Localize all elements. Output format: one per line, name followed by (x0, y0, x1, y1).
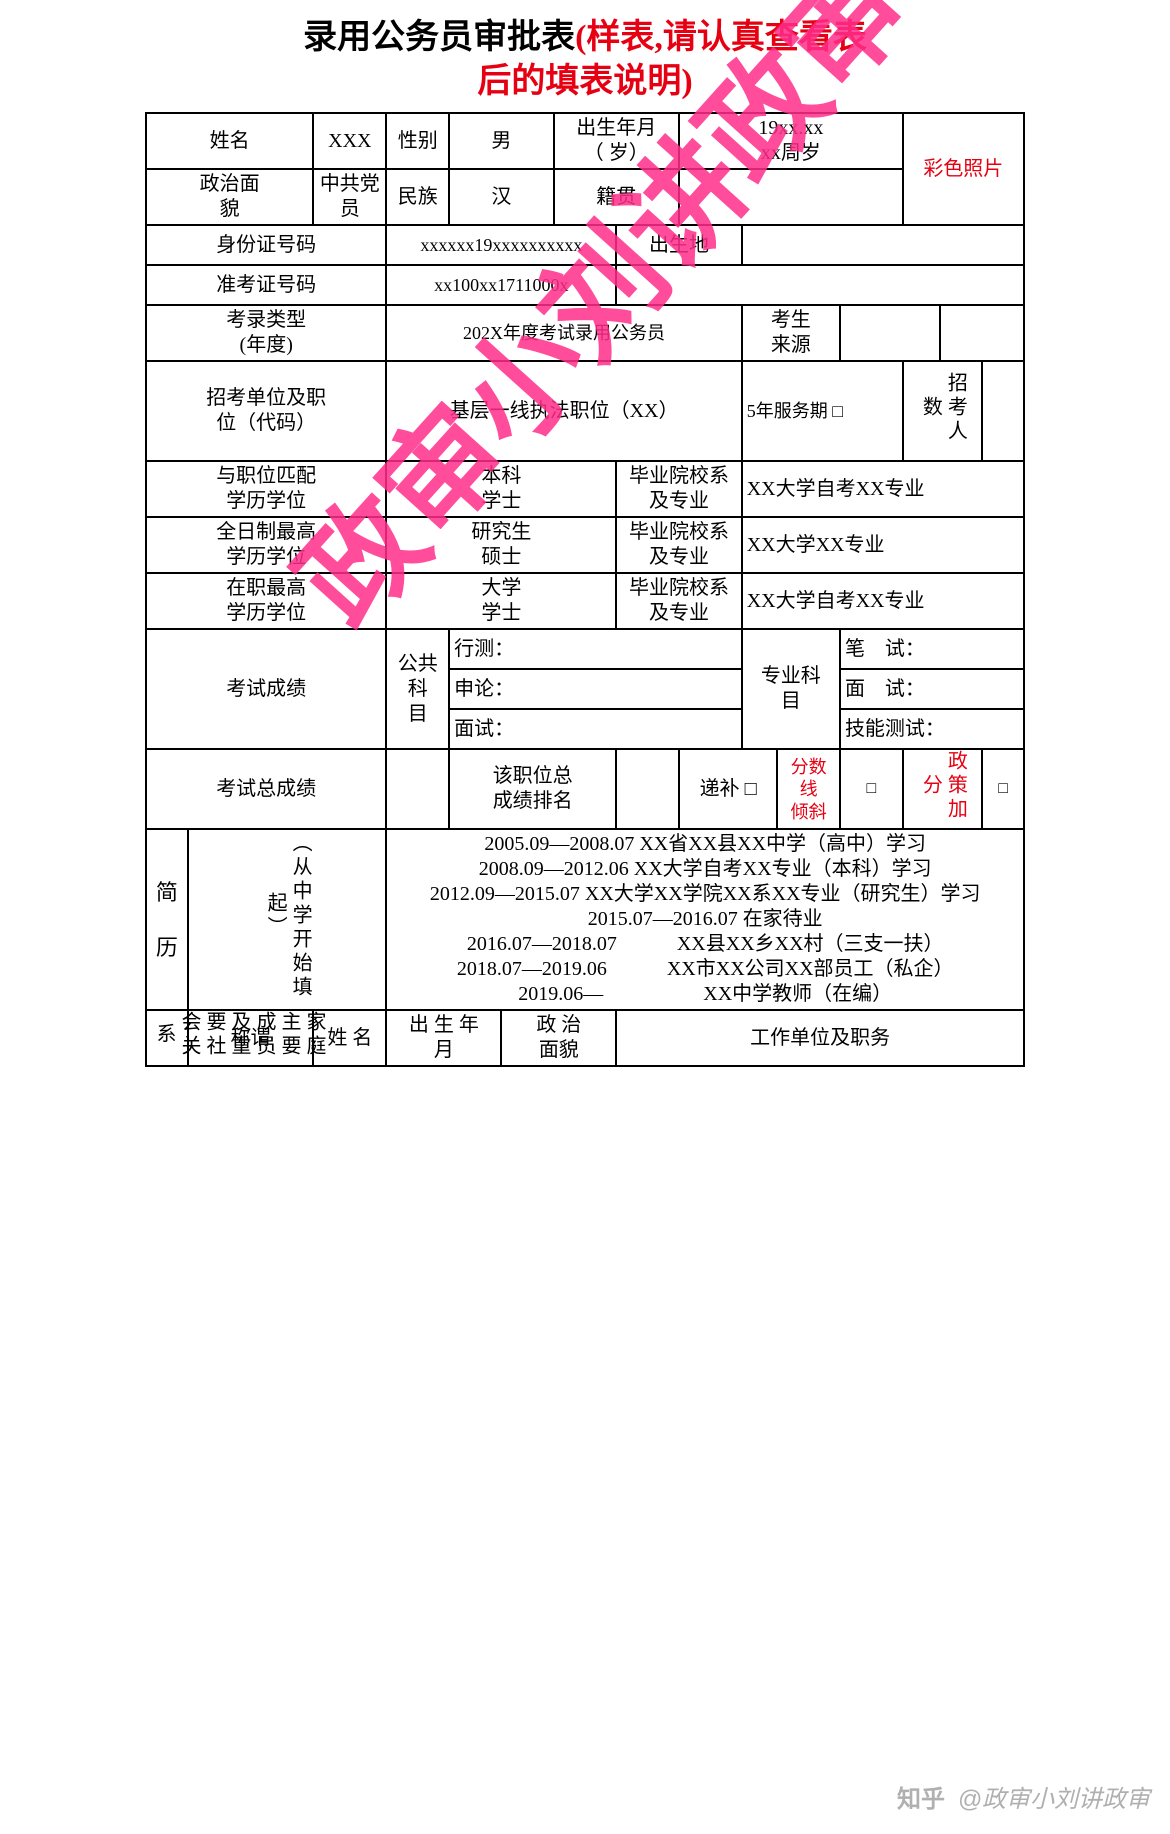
xingce-label: 行测： (449, 629, 742, 669)
native-label: 籍贯 (554, 169, 679, 225)
examtype-value: 202X年度考试录用公务员 (386, 305, 741, 361)
birthplace-label: 出生地 (616, 225, 741, 265)
rank-value (616, 749, 679, 829)
title-red-1: (样表,请认真查看表 (575, 19, 867, 56)
unit-value: 基层一线执法职位（XX） (386, 361, 741, 461)
mianshi-label: 面试： (449, 709, 742, 749)
match-edu-value: 本科 学士 (386, 461, 616, 517)
approval-form: 姓名 XXX 性别 男 出生年月 （ 岁） 19xx.xx xx周岁 彩色照片 … (145, 112, 1025, 1067)
dibu-label: 递补 □ (679, 749, 777, 829)
grad-value-1: XX大学自考XX专业 (742, 461, 1024, 517)
ft-edu-label: 全日制最高 学历学位 (146, 517, 386, 573)
written-test-label: 笔 试： (840, 629, 1024, 669)
public-subject-label: 公共科 目 (386, 629, 449, 749)
family-side-label: 家庭主要成员及重要社会关系 (146, 1010, 188, 1066)
political-value: 中共党 员 (313, 169, 386, 225)
pro-subject-label: 专业科 目 (742, 629, 840, 749)
page-title: 录用公务员审批表(样表,请认真查看表 后的填表说明) (0, 0, 1170, 104)
resume-note: （从中学开始填起） (188, 829, 387, 1010)
id-value: xxxxxx19xxxxxxxxxx (386, 225, 616, 265)
bonus-label: 政策加分 (903, 749, 982, 829)
family-col-birth: 出 生 年 月 (386, 1010, 501, 1066)
grad-value-2: XX大学XX专业 (742, 517, 1024, 573)
examno-label: 准考证号码 (146, 265, 386, 305)
id-label: 身份证号码 (146, 225, 386, 265)
title-red-2: 后的填表说明) (477, 63, 692, 100)
job-edu-value: 大学 学士 (386, 573, 616, 629)
zhihu-logo-icon: 知乎 (897, 1786, 945, 1813)
family-col-political: 政 治 面貌 (501, 1010, 616, 1066)
resume-content: 2005.09—2008.07 XX省XX县XX中学（高中）学习2008.09—… (386, 829, 1024, 1010)
native-value (679, 169, 903, 225)
match-edu-label: 与职位匹配 学历学位 (146, 461, 386, 517)
rank-label: 该职位总 成绩排名 (449, 749, 616, 829)
ethnic-label: 民族 (386, 169, 449, 225)
sex-value: 男 (449, 113, 554, 169)
grad-label-2: 毕业院校系 及专业 (616, 517, 741, 573)
examno-value: xx100xx1711000x (386, 265, 616, 305)
recruit-count-label: 招考人数 (903, 361, 982, 461)
family-col-work: 工作单位及职务 (616, 1010, 1024, 1066)
birth-label: 出生年月 （ 岁） (554, 113, 679, 169)
sex-label: 性别 (386, 113, 449, 169)
recruit-count-value (982, 361, 1024, 461)
skill-test-label: 技能测试： (840, 709, 1024, 749)
resume-side-label: 简 历 (146, 829, 188, 1010)
shenlun-label: 申论： (449, 669, 742, 709)
tilt-value: □ (840, 749, 903, 829)
service-value: 5年服务期 □ (742, 361, 903, 461)
name-label: 姓名 (146, 113, 313, 169)
birth-value: 19xx.xx xx周岁 (679, 113, 903, 169)
name-value: XXX (313, 113, 386, 169)
tilt-label: 分数 线 倾斜 (777, 749, 840, 829)
political-label: 政治面 貌 (146, 169, 313, 225)
source-label: 考生 来源 (742, 305, 840, 361)
zhihu-author: @政审小刘讲政审 (958, 1786, 1150, 1813)
bonus-value: □ (982, 749, 1024, 829)
total-score-label: 考试总成绩 (146, 749, 386, 829)
total-score-value (386, 749, 449, 829)
ft-edu-value: 研究生 硕士 (386, 517, 616, 573)
interview-label: 面 试： (840, 669, 1024, 709)
ethnic-value: 汉 (449, 169, 554, 225)
birthplace-value (742, 225, 1024, 265)
examtype-label: 考录类型 (年度) (146, 305, 386, 361)
grad-label-3: 毕业院校系 及专业 (616, 573, 741, 629)
photo-placeholder: 彩色照片 (903, 113, 1024, 225)
unit-label: 招考单位及职 位（代码） (146, 361, 386, 461)
job-edu-label: 在职最高 学历学位 (146, 573, 386, 629)
source-value (840, 305, 940, 361)
zhihu-watermark: 知乎 @政审小刘讲政审 (897, 1779, 1150, 1814)
title-black: 录用公务员审批表 (303, 19, 575, 56)
grad-value-3: XX大学自考XX专业 (742, 573, 1024, 629)
grad-label-1: 毕业院校系 及专业 (616, 461, 741, 517)
score-label: 考试成绩 (146, 629, 386, 749)
